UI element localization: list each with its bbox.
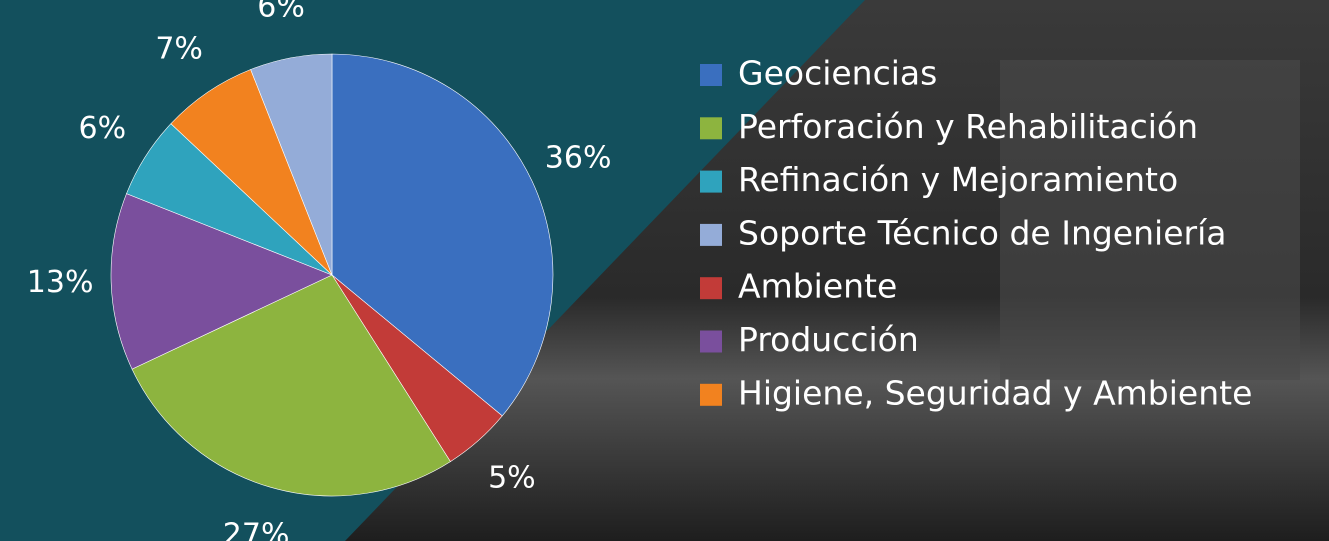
data-label: 27% (223, 518, 290, 541)
data-label: 6% (257, 0, 305, 24)
legend-swatch (700, 223, 722, 246)
data-label: 7% (155, 32, 203, 67)
legend-label: Ambiente (738, 267, 897, 306)
legend-swatch (700, 117, 722, 140)
legend-label: Soporte Técnico de Ingeniería (738, 213, 1226, 252)
legend-label: Geociencias (738, 54, 937, 93)
legend-swatch (700, 170, 722, 193)
legend-swatch (700, 330, 722, 353)
legend-label: Higiene, Seguridad y Ambiente (738, 373, 1252, 412)
legend: Geociencias Perforación y Rehabilitación R… (700, 54, 1252, 412)
pie-slice (131, 274, 451, 497)
legend-swatch (700, 64, 722, 86)
pie-slice (110, 193, 333, 370)
legend-label: Perforación y Rehabilitación (738, 107, 1198, 146)
pie-slice (250, 53, 333, 276)
data-label: 5% (488, 461, 536, 496)
legend-label: Producción (738, 320, 919, 359)
legend-swatch (700, 277, 722, 300)
pie: 36% 5% 27% 13% 6% 7% 6% (27, 0, 612, 541)
data-label: 13% (27, 265, 94, 300)
legend-label: Refinación y Mejoramiento (738, 160, 1178, 199)
data-label: 6% (79, 111, 127, 146)
rig-silhouette (1000, 60, 1300, 380)
data-label: 36% (545, 141, 612, 176)
pie-slice (331, 53, 554, 417)
legend-swatch (700, 383, 722, 406)
